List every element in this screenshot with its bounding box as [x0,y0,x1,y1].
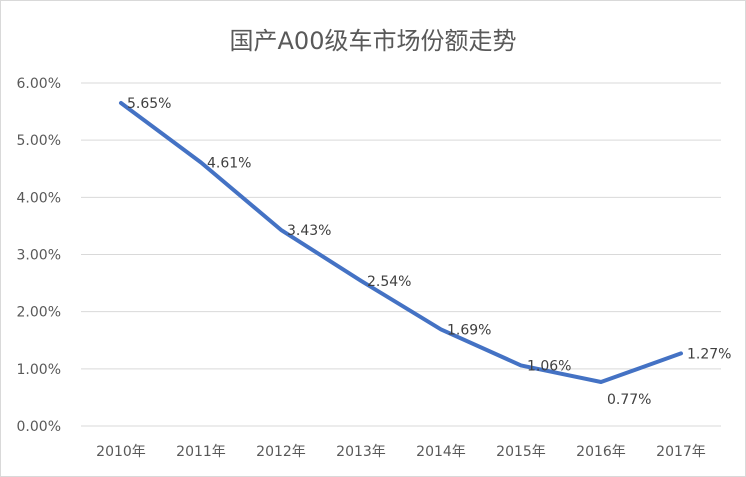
x-tick-label: 2015年 [496,444,546,460]
x-tick-label: 2016年 [576,444,626,460]
y-tick-label: 5.00% [17,133,61,149]
data-label: 5.65% [127,96,171,112]
chart-title: 国产A00级车市场份额走势 [230,27,517,55]
x-tick-label: 2013年 [336,444,386,460]
x-tick-label: 2012年 [256,444,306,460]
data-label: 3.43% [287,223,331,239]
y-tick-label: 1.00% [17,362,61,378]
data-label: 4.61% [207,155,251,171]
x-tick-label: 2014年 [416,444,466,460]
data-labels: 5.65% 4.61% 3.43% 2.54% 1.69% 1.06% 0.77% 1.27% [127,96,731,408]
y-tick-label: 6.00% [17,76,61,92]
y-tick-label: 0.00% [17,419,61,435]
y-tick-label: 3.00% [17,248,61,264]
data-label: 0.77% [607,392,651,408]
data-label: 1.06% [527,358,571,374]
x-tick-label: 2010年 [96,444,146,460]
data-label: 1.27% [687,346,731,362]
data-label: 1.69% [447,322,491,338]
series-layer [119,101,683,384]
x-axis-ticks: 2010年 2011年 2012年 2013年 2014年 2015年 2016年 2017年 [96,444,706,460]
y-tick-label: 4.00% [17,190,61,206]
data-label: 2.54% [367,274,411,290]
grid-layer [81,82,721,427]
x-tick-label: 2017年 [656,444,706,460]
x-tick-label: 2011年 [176,444,226,460]
series-line [119,101,683,384]
y-axis-ticks: 0.00% 1.00% 2.00% 3.00% 4.00% 5.00% 6.00% [17,76,61,435]
y-tick-label: 2.00% [17,305,61,321]
